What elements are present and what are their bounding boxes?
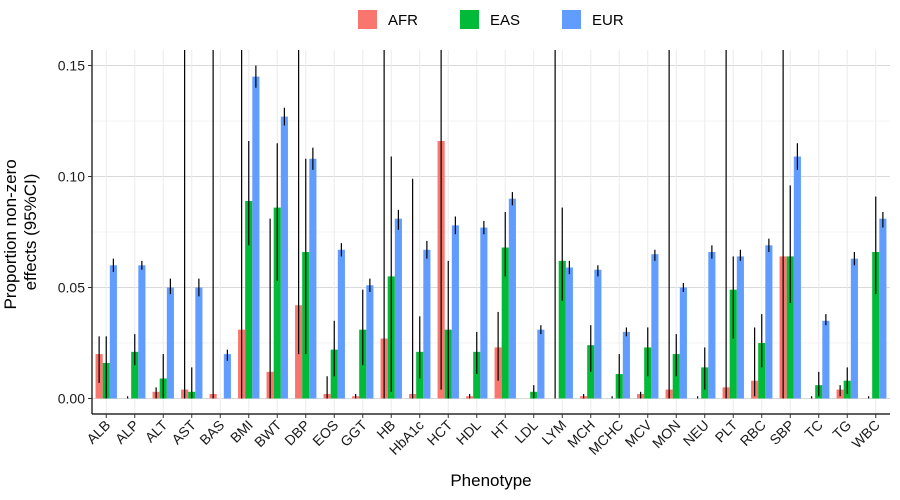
bar-eur-lym	[565, 267, 573, 399]
bar-eur-hct	[451, 225, 459, 399]
x-tick-label: AST	[168, 416, 199, 447]
bar-eur-tc	[822, 320, 830, 399]
bar-eur-bwt	[280, 116, 288, 399]
x-tick-label: RBC	[737, 417, 769, 449]
bar-eas-hdl	[473, 351, 481, 399]
bar-eas-ht	[501, 247, 509, 399]
x-tick-label: DBP	[281, 417, 313, 449]
bar-eur-hb	[394, 218, 402, 399]
bar-eas-plt	[729, 289, 737, 399]
bar-eas-sbp	[786, 256, 794, 399]
bar-eur-ldl	[537, 329, 545, 399]
y-tick-label: 0.05	[58, 279, 85, 295]
x-tick-label: LDL	[511, 417, 541, 447]
bar-eur-rbc	[765, 245, 773, 399]
x-tick-label: ALP	[112, 417, 142, 447]
x-tick-label: SBP	[766, 417, 797, 448]
bar-eur-bmi	[252, 76, 260, 399]
y-axis-title-line-2: effects (95%CI)	[21, 174, 40, 291]
x-axis-title: Phenotype	[450, 471, 531, 490]
x-tick-label: GGT	[337, 416, 370, 449]
bar-eur-mcv	[651, 254, 659, 399]
bar-eas-mon	[672, 354, 680, 399]
x-tick-label: HCT	[424, 416, 456, 448]
x-tick-label: ALB	[83, 417, 113, 447]
bar-eas-lym	[558, 260, 566, 399]
x-tick-label: NEU	[680, 417, 712, 449]
y-axis-title-line-1: Proportion non-zero	[1, 159, 20, 309]
y-axis-ticks: 0.00 0.05 0.10 0.15	[58, 58, 92, 406]
bar-eur-mchc	[622, 331, 630, 399]
legend-label-afr: AFR	[388, 12, 418, 29]
x-tick-label: TC	[801, 417, 826, 442]
x-tick-label: ALT	[142, 416, 171, 445]
bar-eur-eos	[337, 249, 345, 399]
y-tick-label: 0.15	[58, 58, 85, 74]
bar-eur-plt	[736, 256, 744, 399]
legend-swatch-eur	[562, 10, 581, 29]
y-tick-label: 0.00	[58, 390, 85, 406]
x-tick-label: BMI	[227, 417, 256, 446]
bar-eur-mch	[594, 269, 602, 399]
bar-eur-alt	[166, 287, 174, 399]
bar-eas-mch	[587, 345, 595, 399]
x-tick-label: MCV	[622, 416, 656, 450]
bar-eur-dbp	[309, 158, 317, 399]
bar-eur-ht	[508, 198, 516, 399]
legend-swatch-eas	[460, 10, 479, 29]
bar-eur-hba1c	[423, 249, 431, 399]
bar-eur-sbp	[793, 156, 801, 399]
bar-eur-wbc	[879, 218, 887, 399]
bar-eur-alp	[138, 265, 146, 399]
bar-eur-tg	[850, 258, 858, 399]
legend: AFR EAS EUR	[358, 10, 624, 29]
bar-eas-bmi	[245, 200, 253, 399]
x-tick-label: HT	[488, 416, 513, 441]
bar-eas-bwt	[273, 207, 281, 399]
bar-eur-neu	[708, 251, 716, 399]
axes	[91, 50, 890, 415]
bar-eas-wbc	[872, 251, 880, 399]
bar-series	[95, 76, 887, 399]
y-axis-title: Proportion non-zero effects (95%CI)	[1, 155, 40, 310]
y-tick-label: 0.10	[58, 169, 85, 185]
bar-eur-bas	[223, 354, 231, 399]
x-tick-label: BAS	[196, 417, 227, 448]
bar-eas-rbc	[758, 342, 766, 399]
bar-eur-alb	[109, 265, 117, 399]
bar-eas-alp	[131, 351, 139, 399]
bar-eur-hdl	[480, 227, 488, 399]
legend-label-eas: EAS	[490, 12, 520, 29]
bar-eur-ast	[195, 287, 203, 399]
x-tick-label: LYM	[538, 417, 569, 448]
legend-swatch-afr	[358, 10, 377, 29]
x-tick-label: BWT	[251, 416, 285, 450]
bar-eur-mon	[679, 287, 687, 399]
x-tick-label: HDL	[453, 417, 484, 448]
bar-eur-ggt	[366, 285, 374, 399]
x-tick-label: EOS	[309, 417, 341, 449]
x-tick-label: WBC	[848, 417, 882, 451]
x-tick-label: MON	[649, 417, 683, 451]
x-tick-label: PLT	[712, 416, 741, 445]
error-bars	[98, 50, 884, 399]
legend-label-eur: EUR	[592, 12, 624, 29]
